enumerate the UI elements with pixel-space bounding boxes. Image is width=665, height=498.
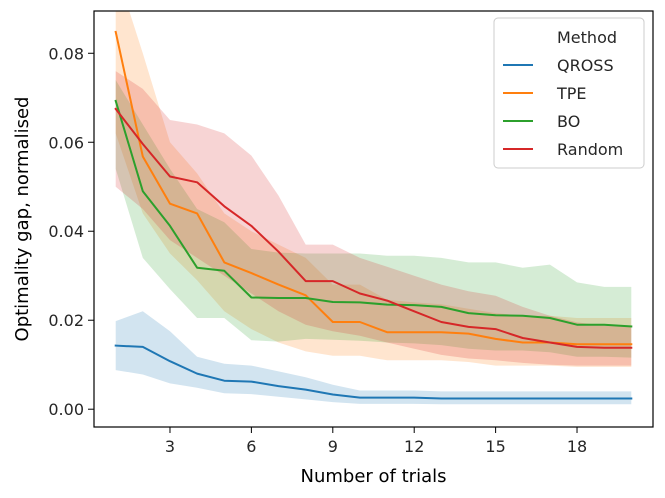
x-tick-label-15: 15 [485,437,505,456]
legend-label-tpe: TPE [556,84,587,103]
legend-label-random: Random [557,140,623,159]
y-tick-label-4: 0.08 [48,44,84,63]
x-tick-label-9: 9 [328,437,338,456]
y-axis-label: Optimality gap, normalised [12,97,33,342]
band-tpe [115,11,632,367]
line-random [114,107,633,349]
y-tick-label-0: 0.00 [48,400,84,419]
y-axis: 0.00 0.02 0.04 0.06 0.08 [48,44,94,419]
y-tick-label-3: 0.06 [48,133,84,152]
legend-title: Method [557,28,617,47]
x-tick-label-6: 6 [246,437,256,456]
line-qross [114,344,633,400]
line-bo [114,99,633,328]
x-tick-label-12: 12 [404,437,424,456]
y-tick-label-1: 0.02 [48,311,84,330]
band-bo [115,80,632,358]
x-tick-label-18: 18 [567,437,587,456]
legend-label-bo: BO [557,112,580,131]
x-axis: 3 6 9 12 15 18 [165,427,587,456]
legend-box [493,17,645,169]
band-random [115,71,632,366]
plot-frame [93,10,654,428]
y-tick-label-2: 0.04 [48,222,84,241]
x-axis-label: Number of trials [301,466,447,487]
legend-label-qross: QROSS [557,56,614,75]
legend: Method QROSS TPE BO Random [493,17,645,169]
x-tick-label-3: 3 [165,437,175,456]
series-lines [114,30,633,400]
